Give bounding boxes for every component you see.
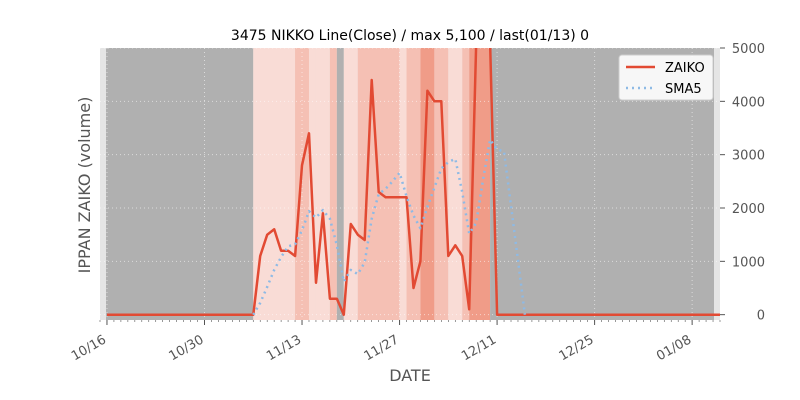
background-band [343,48,358,320]
y-tick-label: 5000 [732,42,765,57]
legend-zaiko-label: ZAIKO [665,61,705,76]
y-tick-label: 2000 [732,202,765,217]
x-tick-label: 10/30 [167,332,207,364]
y-axis-label: IPPAN ZAIKO (volume) [75,97,94,274]
x-axis: 10/16 10/30 11/13 11/27 12/11 12/25 01/08 [69,320,721,364]
x-tick-label: 01/08 [654,332,694,364]
series-line-zaiko [107,48,720,316]
x-tick-label: 11/13 [264,332,304,364]
legend: ZAIKO SMA5 [618,54,714,101]
series-layer [107,48,720,316]
y-tick-label: 4000 [732,95,765,110]
background-band [399,48,407,320]
series-line-sma5 [252,138,527,316]
y-tick-label: 3000 [732,149,765,164]
x-tick-label: 12/11 [459,332,499,364]
background-band [336,48,344,320]
background-band [462,48,470,320]
y-tick-label: 0 [757,309,765,324]
y-axis: 0 1000 2000 3000 4000 5000 [720,42,765,324]
background-band [329,48,337,320]
background-band [434,48,449,320]
legend-sma5-label: SMA5 [665,82,702,97]
background-band [106,48,254,320]
x-axis-label: DATE [389,366,431,385]
x-tick-label: 10/16 [69,332,109,364]
x-tick-label: 11/27 [362,332,402,364]
x-tick-label: 12/25 [557,332,597,364]
chart-title: 3475 NIKKO Line(Close) / max 5,100 / las… [231,28,589,44]
y-tick-label: 1000 [732,255,765,270]
background-band [420,48,435,320]
background-band [253,48,296,320]
